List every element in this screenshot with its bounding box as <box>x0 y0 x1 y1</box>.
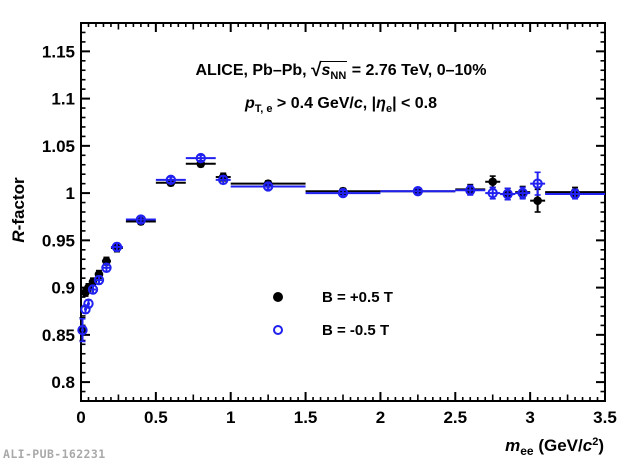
y-axis-title: R-factor <box>9 177 29 242</box>
data-point <box>262 181 274 192</box>
annotation-collision-system: ALICE, Pb–Pb, √sNN = 2.76 TeV, 0–10% <box>111 60 571 82</box>
legend-label-b-plus: B = +0.5 T <box>322 289 393 306</box>
sqrt-argument: sNN <box>320 61 348 82</box>
data-point <box>77 324 88 336</box>
x-tick-label: 2.5 <box>443 408 467 427</box>
legend-filled-circle-marker <box>273 292 283 302</box>
x-title-superscript: 2 <box>592 436 599 448</box>
x-title-italic: m <box>505 436 521 455</box>
data-point <box>93 274 105 286</box>
data-point <box>135 214 147 225</box>
eta-symbol: η <box>376 95 386 112</box>
x-tick-label: 1.5 <box>294 408 318 427</box>
major-ticks <box>80 23 606 401</box>
data-point <box>532 178 543 189</box>
y-tick-label: 0.9 <box>51 279 75 298</box>
y-tick-label: 0.95 <box>42 231 75 250</box>
legend-open-circle-marker <box>273 325 283 335</box>
data-point <box>465 185 476 196</box>
eta-subscript: e <box>385 103 393 115</box>
annotation-prefix: ALICE, Pb–Pb, <box>195 62 312 79</box>
data-point <box>487 187 498 199</box>
series-b-plus-0p5T <box>78 159 605 342</box>
s-symbol: s <box>321 62 331 79</box>
data-point <box>111 241 123 253</box>
data-point <box>165 174 177 186</box>
x-title-close: ) <box>598 436 604 455</box>
series-b-minus-0p5T <box>77 152 605 343</box>
y-tick-label: 0.8 <box>51 373 75 392</box>
data-point <box>337 187 349 199</box>
legend-label-b-minus: B = -0.5 T <box>322 322 390 339</box>
x-title-subscript: ee <box>520 444 534 458</box>
data-point <box>569 188 581 200</box>
eta-cut-text: | < 0.8 <box>392 95 438 112</box>
y-tick-label: 1.1 <box>51 90 75 109</box>
y-title-italic: R <box>9 230 28 243</box>
pt-symbol: p <box>244 95 255 112</box>
tick-labels: 0 0.5 1 1.5 2 2.5 3 3.5 0.8 0.85 0.9 0.95 1 1.05 1.1 1.… <box>42 42 617 427</box>
x-tick-label: 3 <box>525 408 534 427</box>
x-title-unit: (GeV/ <box>533 436 583 455</box>
pt-subscript: T, e <box>254 103 273 115</box>
separator-text: , | <box>362 95 377 112</box>
x-title-c-symbol: c <box>582 436 593 455</box>
data-point <box>87 284 99 295</box>
data-point <box>533 196 542 205</box>
y-title-rest: -factor <box>9 177 28 231</box>
y-tick-label: 1 <box>66 184 75 203</box>
x-tick-label: 2 <box>376 408 385 427</box>
annotation-kinematic-cuts: pT, e > 0.4 GeV/c, |ηe| < 0.8 <box>111 95 571 115</box>
y-tick-label: 0.85 <box>42 326 75 345</box>
s-subscript: NN <box>330 70 347 82</box>
y-tick-label: 1.15 <box>42 42 75 61</box>
y-tick-label: 1.05 <box>42 137 75 156</box>
minor-ticks <box>81 23 605 401</box>
x-tick-label: 0.5 <box>144 408 168 427</box>
data-point <box>517 187 528 199</box>
pt-cut-text: > 0.4 GeV/ <box>272 95 354 112</box>
x-axis-title: mee (GeV/c2) <box>505 436 604 458</box>
data-point <box>502 188 513 200</box>
data-point <box>488 177 498 187</box>
x-tick-label: 0 <box>76 408 85 427</box>
data-point <box>101 262 112 273</box>
x-tick-label: 3.5 <box>593 408 617 427</box>
sqrt-symbol: √ <box>311 60 322 81</box>
data-point <box>218 174 229 186</box>
x-tick-label: 1 <box>226 408 235 427</box>
annotation-suffix: = 2.76 TeV, 0–10% <box>347 62 487 79</box>
data-point <box>412 186 424 197</box>
data-point <box>83 298 94 309</box>
c-symbol: c <box>353 95 363 112</box>
figure-id-watermark: ALI-PUB-162231 <box>3 447 106 461</box>
data-point <box>195 152 206 164</box>
